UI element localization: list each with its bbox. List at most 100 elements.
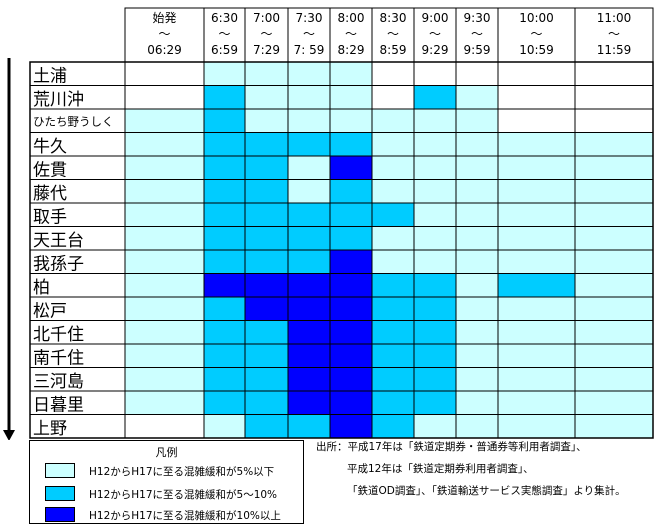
heatmap-cell <box>455 343 499 368</box>
heatmap-cell <box>413 414 457 439</box>
column-header-tilde: 〜 <box>218 27 230 41</box>
column-header-end: 06:29 <box>147 43 182 57</box>
heatmap-cell <box>124 108 205 133</box>
heatmap-cell <box>203 296 246 321</box>
heatmap-cell <box>244 273 289 298</box>
heatmap-cell <box>287 414 331 439</box>
heatmap-cell <box>574 155 654 180</box>
legend: 凡例 H12からH17に至る混雑緩和が5%以下 H12からH17に至る混雑緩和が… <box>29 440 304 524</box>
heatmap-cell <box>371 155 415 180</box>
column-header-tilde: 〜 <box>530 27 542 41</box>
heatmap-cell <box>329 249 373 274</box>
heatmap-cell <box>455 155 499 180</box>
station-label: 柏 <box>33 278 50 298</box>
heatmap-cell <box>574 296 654 321</box>
heatmap-cell <box>371 226 415 251</box>
heatmap-cell <box>371 296 415 321</box>
heatmap-cell <box>455 108 499 133</box>
legend-label-low: H12からH17に至る混雑緩和が5%以下 <box>89 466 275 478</box>
heatmap-cell <box>329 414 373 439</box>
heatmap-cell <box>203 273 246 298</box>
heatmap-cell <box>371 132 415 157</box>
heatmap-cell <box>287 61 331 86</box>
heatmap-cell <box>244 202 289 227</box>
heatmap-cell <box>124 179 205 204</box>
heatmap-cell <box>413 85 457 110</box>
heatmap-cell <box>371 367 415 392</box>
heatmap-cell <box>124 61 205 86</box>
source-line-2: 平成12年は「鉄道定期券利用者調査」、 <box>347 463 534 475</box>
heatmap-cell <box>329 343 373 368</box>
station-label: 松戸 <box>33 302 67 322</box>
heatmap-cell <box>497 390 576 415</box>
column-header-tilde: 〜 <box>260 27 272 41</box>
heatmap-cell <box>497 343 576 368</box>
column-header-start: 10:00 <box>519 11 554 25</box>
column-header-start: 8:30 <box>380 11 407 25</box>
heatmap-cell <box>287 296 331 321</box>
heatmap-cell <box>124 343 205 368</box>
heatmap-cell <box>124 132 205 157</box>
heatmap-cell <box>574 390 654 415</box>
column-header-start: 11:00 <box>597 11 632 25</box>
heatmap-cell <box>455 202 499 227</box>
heatmap-cell <box>124 367 205 392</box>
column-header-tilde: 〜 <box>345 27 357 41</box>
column-header-tilde: 〜 <box>158 27 170 41</box>
heatmap-cell <box>413 367 457 392</box>
heatmap-cell <box>124 320 205 345</box>
heatmap-cell <box>371 414 415 439</box>
column-header-end: 9:29 <box>422 43 449 57</box>
heatmap-cell <box>413 343 457 368</box>
heatmap-cell <box>574 367 654 392</box>
heatmap-cell <box>413 155 457 180</box>
source-line-1: 出所：平成17年は「鉄道定期券・普通券等利用者調査」、 <box>316 441 587 453</box>
heatmap-cell <box>497 273 576 298</box>
heatmap-cell <box>203 61 246 86</box>
heatmap-cell <box>497 132 576 157</box>
legend-label-mid: H12からH17に至る混雑緩和が5〜10% <box>89 489 278 501</box>
heatmap-cell <box>455 61 499 86</box>
heatmap-cell <box>413 179 457 204</box>
column-header-start: 7:30 <box>296 11 323 25</box>
column-header-end: 8:29 <box>338 43 365 57</box>
heatmap-cell <box>124 85 205 110</box>
heatmap-cell <box>124 202 205 227</box>
heatmap-cell <box>413 108 457 133</box>
station-label: 我孫子 <box>33 255 84 275</box>
station-label: 藤代 <box>33 184 67 204</box>
heatmap-cell <box>329 155 373 180</box>
heatmap-cell <box>574 132 654 157</box>
heatmap-cell <box>455 85 499 110</box>
station-label: 三河島 <box>33 372 84 392</box>
station-label: 北千住 <box>33 325 84 345</box>
heatmap-cell <box>203 390 246 415</box>
heatmap-cell <box>574 414 654 439</box>
heatmap-cell <box>413 202 457 227</box>
heatmap-cell <box>287 108 331 133</box>
heatmap-cell <box>371 179 415 204</box>
heatmap-cell <box>574 273 654 298</box>
heatmap-cell <box>329 85 373 110</box>
column-header-tilde: 〜 <box>608 27 620 41</box>
heatmap-cell <box>455 179 499 204</box>
heatmap-cell <box>497 179 576 204</box>
column-header-start: 9:30 <box>464 11 491 25</box>
column-header-start: 8:00 <box>338 11 365 25</box>
heatmap-cell <box>497 85 576 110</box>
column-header-tilde: 〜 <box>387 27 399 41</box>
heatmap-cell <box>203 226 246 251</box>
heatmap-cell <box>287 132 331 157</box>
heatmap-cell <box>203 320 246 345</box>
station-label: 佐貫 <box>33 161 67 181</box>
heatmap-cell <box>371 85 415 110</box>
heatmap-cell <box>244 343 289 368</box>
column-header-start: 7:00 <box>253 11 280 25</box>
heatmap-cell <box>244 179 289 204</box>
source-note: 出所：平成17年は「鉄道定期券・普通券等利用者調査」、 平成12年は「鉄道定期券… <box>316 436 626 502</box>
heatmap-cell <box>497 108 576 133</box>
heatmap-cell <box>455 390 499 415</box>
heatmap-cell <box>329 202 373 227</box>
heatmap-cell <box>413 61 457 86</box>
heatmap-cell <box>574 249 654 274</box>
